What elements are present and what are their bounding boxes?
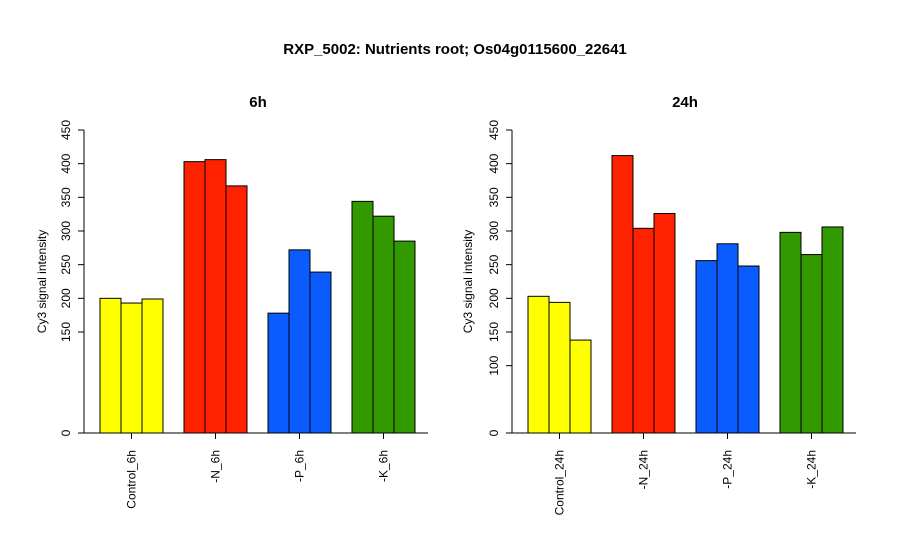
bar	[695, 260, 718, 434]
bar	[653, 212, 676, 434]
bar	[120, 302, 143, 434]
y-axis-label: Cy3 signal intensity	[35, 230, 49, 333]
y-tick-label: 250	[487, 254, 501, 274]
y-tick-label: 350	[59, 187, 73, 207]
x-tick-label: -P_24h	[721, 450, 735, 489]
bar	[800, 254, 823, 434]
chart-title: RXP_5002: Nutrients root; Os04g0115600_2…	[283, 41, 627, 58]
panel-24h: 24h Cy3 signal intensity 0 100 150 200 250 300 3…	[461, 94, 856, 515]
x-tick-label: -K_6h	[377, 450, 391, 482]
y-tick-label: 400	[59, 153, 73, 173]
panel-title: 24h	[672, 94, 698, 111]
bar	[372, 215, 395, 434]
x-tick-label: -K_24h	[805, 450, 819, 489]
x-tick-label: -N_24h	[637, 450, 651, 489]
bar	[99, 297, 122, 434]
bar	[548, 301, 571, 434]
y-tick-label: 300	[59, 221, 73, 241]
x-tick-label: -N_6h	[209, 450, 223, 483]
y-tick-label: 200	[487, 288, 501, 308]
y-axis-label: Cy3 signal intensity	[461, 230, 475, 333]
y-tick-label: 250	[59, 254, 73, 274]
bar	[527, 295, 550, 434]
bar	[779, 231, 802, 434]
bar	[716, 243, 739, 434]
y-tick-label: 0	[59, 429, 73, 436]
y-tick-label: 400	[487, 153, 501, 173]
y-tick-label: 150	[59, 322, 73, 342]
bar	[309, 271, 332, 434]
y-tick-label: 200	[59, 288, 73, 308]
x-tick-label: Control_6h	[125, 450, 139, 509]
bar	[204, 159, 227, 434]
panel-title: 6h	[249, 94, 267, 111]
bar	[225, 185, 248, 434]
bar	[351, 200, 374, 434]
x-tick-label: Control_24h	[553, 450, 567, 515]
panel-6h: 6h Cy3 signal intensity 0 150 200 250 300 350 40…	[35, 94, 428, 509]
y-tick-label: 300	[487, 221, 501, 241]
y-tick-label: 350	[487, 187, 501, 207]
y-tick-label: 150	[487, 322, 501, 342]
y-tick-label: 100	[487, 355, 501, 375]
bar	[393, 240, 416, 434]
bar	[267, 312, 290, 434]
bar	[288, 249, 311, 434]
bar	[183, 161, 206, 434]
bar	[141, 298, 164, 434]
y-tick-label: 0	[487, 429, 501, 436]
bar	[632, 227, 655, 434]
y-tick-label: 450	[59, 120, 73, 140]
bar	[569, 339, 592, 434]
bar	[737, 265, 760, 434]
x-tick-label: -P_6h	[293, 450, 307, 482]
y-tick-label: 450	[487, 120, 501, 140]
bar	[821, 226, 844, 434]
bar	[611, 155, 634, 434]
